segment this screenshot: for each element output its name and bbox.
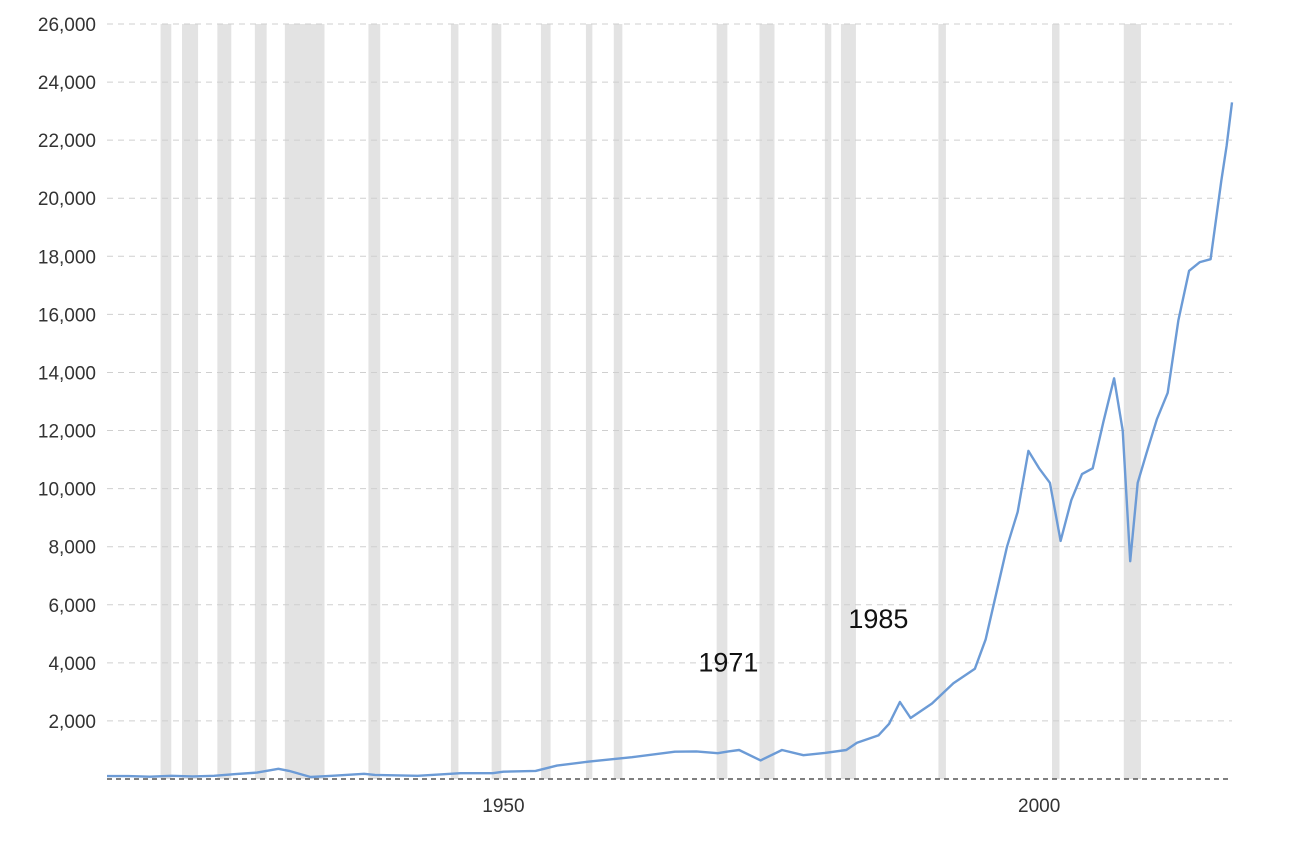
y-tick-label: 20,000 xyxy=(38,189,96,210)
shaded-period xyxy=(840,24,856,779)
recession-shading-layer xyxy=(160,24,1141,779)
annotation-label: 1985 xyxy=(848,604,908,634)
shaded-period xyxy=(217,24,232,779)
y-tick-label: 8,000 xyxy=(48,538,96,559)
shaded-period xyxy=(1052,24,1060,779)
shaded-period xyxy=(613,24,623,779)
series-layer xyxy=(107,102,1234,779)
x-axis: 1950 2000 xyxy=(482,796,1060,817)
series-line xyxy=(107,102,1234,779)
x-tick-label: 2000 xyxy=(1018,796,1060,817)
annotation-layer: 1971 1985 xyxy=(698,604,908,678)
shaded-period xyxy=(368,24,381,779)
shaded-period xyxy=(450,24,459,779)
shaded-period xyxy=(1123,24,1141,779)
y-tick-label: 18,000 xyxy=(38,247,96,268)
shaded-period xyxy=(540,24,551,779)
y-tick-label: 10,000 xyxy=(38,480,96,501)
shaded-period xyxy=(284,24,325,779)
gridline-layer xyxy=(107,23,1232,780)
shaded-period xyxy=(160,24,172,779)
shaded-period xyxy=(938,24,946,779)
shaded-period xyxy=(759,24,775,779)
annotation-label: 1971 xyxy=(698,648,758,678)
y-axis: 2,000 4,000 6,000 8,000 10,000 12,000 14,000 16… xyxy=(38,15,96,733)
y-tick-label: 4,000 xyxy=(48,654,96,675)
y-tick-label: 22,000 xyxy=(38,131,96,152)
shaded-period xyxy=(182,24,199,779)
y-tick-label: 24,000 xyxy=(38,73,96,94)
x-tick-label: 1950 xyxy=(482,796,524,817)
y-tick-label: 12,000 xyxy=(38,422,96,443)
shaded-period xyxy=(491,24,502,779)
y-tick-label: 16,000 xyxy=(38,305,96,326)
shaded-period xyxy=(585,24,593,779)
shaded-period xyxy=(254,24,267,779)
y-tick-label: 14,000 xyxy=(38,363,96,384)
shaded-period xyxy=(824,24,832,779)
y-tick-label: 2,000 xyxy=(48,712,96,733)
y-tick-label: 26,000 xyxy=(38,15,96,36)
y-tick-label: 6,000 xyxy=(48,596,96,617)
shaded-period xyxy=(716,24,728,779)
